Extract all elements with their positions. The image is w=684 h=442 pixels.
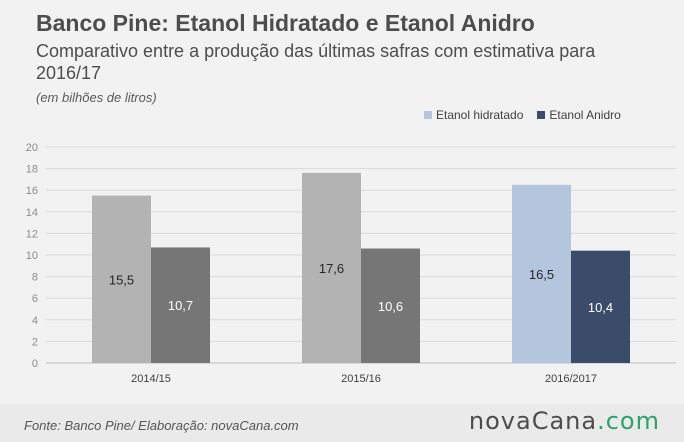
bar [512, 184, 571, 363]
bar [151, 247, 210, 363]
y-tick-label: 16 [26, 185, 38, 197]
chart-subtitle: Comparativo entre a produção das últimas… [36, 41, 596, 83]
logo-part-com: .com [597, 407, 660, 435]
logo-part-cana: Cana [531, 407, 598, 435]
chart-legend: Etanol hidratado Etanol Anidro [424, 108, 621, 122]
footer-bar: Fonte: Banco Pine/ Elaboração: novaCana.… [0, 404, 684, 442]
x-tick-label: 2016/2017 [545, 373, 597, 385]
legend-swatch-hidratado [424, 111, 432, 119]
y-tick-label: 0 [32, 358, 38, 370]
source-note: Fonte: Banco Pine/ Elaboração: novaCana.… [24, 418, 299, 433]
x-tick-label: 2014/15 [131, 373, 171, 385]
legend-item-anidro: Etanol Anidro [537, 108, 621, 122]
x-tick-label: 2015/16 [341, 373, 381, 385]
bar-value-label: 10,6 [378, 299, 403, 314]
bar-value-label: 10,4 [588, 300, 613, 315]
y-tick-label: 8 [32, 272, 38, 284]
y-tick-label: 10 [26, 250, 38, 262]
bar-chart: 0 2 4 6 8 10 12 14 16 18 20 15,5 10,7 2014/15 17,6 10,6… [26, 142, 676, 385]
legend-item-hidratado: Etanol hidratado [424, 108, 523, 122]
bar [302, 172, 361, 363]
bar [571, 250, 630, 363]
legend-label-anidro: Etanol Anidro [549, 108, 621, 122]
y-tick-label: 4 [32, 315, 38, 327]
y-tick-label: 20 [26, 142, 38, 154]
y-tick-label: 6 [32, 293, 38, 305]
legend-label-hidratado: Etanol hidratado [436, 108, 524, 122]
y-tick-label: 12 [26, 228, 38, 240]
bar-value-label: 10,7 [168, 298, 193, 313]
logo-part-nova: nova [468, 407, 532, 435]
novacana-logo: novaCana.com [469, 407, 660, 435]
bar [361, 248, 420, 363]
bar-value-label: 15,5 [109, 272, 134, 287]
y-tick-label: 2 [32, 336, 38, 348]
legend-swatch-anidro [537, 111, 546, 119]
y-tick-label: 14 [26, 207, 38, 219]
y-tick-label: 18 [26, 164, 38, 176]
chart-title: Banco Pine: Etanol Hidratado e Etanol An… [36, 10, 535, 36]
bar [92, 195, 151, 363]
unit-note: (em bilhões de litros) [36, 90, 157, 105]
bar-value-label: 17,6 [319, 261, 344, 276]
bar-value-label: 16,5 [529, 267, 554, 282]
